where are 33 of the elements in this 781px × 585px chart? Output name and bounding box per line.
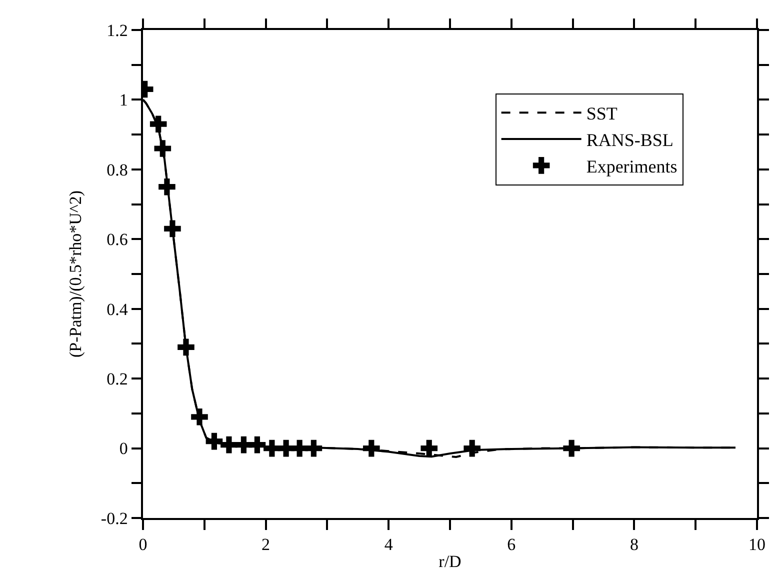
point bbox=[220, 436, 238, 454]
point bbox=[464, 440, 480, 457]
legend-label: Experiments bbox=[586, 156, 678, 176]
y-tick-label: 0.6 bbox=[106, 230, 128, 250]
y-tick-label: 0.8 bbox=[106, 160, 128, 180]
y-tick-label: 1.2 bbox=[106, 20, 128, 40]
y-tick-label: 1 bbox=[119, 90, 128, 110]
point bbox=[158, 178, 176, 196]
point bbox=[206, 432, 223, 450]
x-tick-label: 10 bbox=[748, 535, 766, 554]
y-tick-label: -0.2 bbox=[100, 508, 128, 528]
point bbox=[150, 116, 167, 133]
point bbox=[248, 436, 266, 454]
legend-label: RANS-BSL bbox=[586, 130, 674, 150]
point bbox=[154, 140, 172, 157]
point bbox=[363, 440, 380, 457]
point bbox=[164, 220, 181, 238]
x-tick-label: 8 bbox=[630, 535, 638, 554]
point bbox=[305, 440, 322, 457]
x-tick-label: 4 bbox=[384, 535, 394, 554]
point bbox=[191, 408, 208, 426]
y-tick-label: 0.2 bbox=[106, 370, 128, 389]
x-tick-label: 2 bbox=[262, 535, 270, 554]
x-tick-label: 6 bbox=[507, 535, 516, 554]
point bbox=[178, 338, 194, 356]
y-axis-title: (P-Patm)/(0.5*rho*U^2) bbox=[66, 190, 85, 358]
y-tick-label: 0.4 bbox=[106, 300, 128, 319]
point bbox=[420, 440, 438, 457]
legend-label: SST bbox=[586, 104, 618, 124]
x-tick-label: 0 bbox=[138, 535, 148, 554]
x-axis-title: r/D bbox=[438, 552, 462, 572]
y-tick-label: 0 bbox=[119, 439, 128, 458]
point bbox=[563, 440, 580, 457]
